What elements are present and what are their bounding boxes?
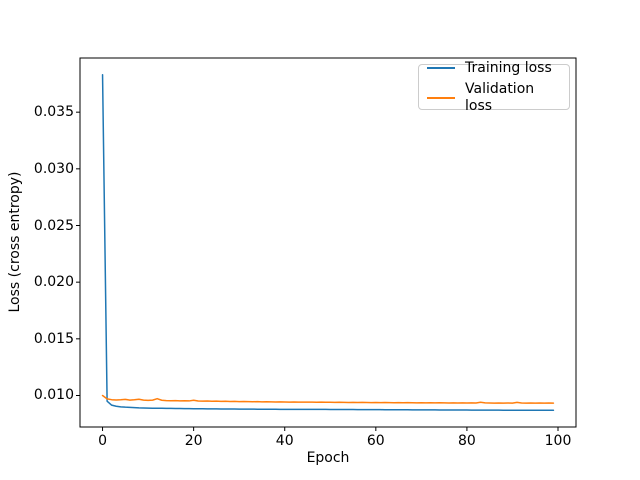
y-tick-label: 0.010: [33, 387, 74, 404]
legend: Training loss Validation loss: [418, 60, 570, 114]
y-axis-label: Loss (cross entropy): [7, 171, 23, 313]
training-loss-line: [101, 74, 555, 411]
y-tick-label: 0.025: [33, 217, 74, 234]
training-loss-line-swatch: [427, 67, 455, 69]
x-tick-label: 40: [275, 433, 294, 449]
legend-entry-validation-loss: Validation loss: [427, 81, 561, 115]
legend-label-validation-loss: Validation loss: [465, 80, 535, 114]
y-tick-label: 0.035: [33, 104, 74, 121]
x-tick-label: 100: [544, 433, 572, 449]
x-tick-label: 0: [98, 433, 107, 449]
x-axis-label: Epoch: [306, 450, 350, 466]
x-tick-label: 20: [184, 433, 203, 449]
y-tick-label: 0.015: [33, 330, 74, 347]
x-tick-label: 60: [366, 433, 385, 449]
y-tick-label: 0.030: [33, 160, 74, 177]
legend-entry-training-loss: Training loss: [427, 60, 561, 77]
x-tick-label: 80: [457, 433, 476, 449]
legend-label-training-loss: Training loss: [465, 59, 552, 76]
axes-frame: [79, 57, 577, 428]
y-tick-label: 0.020: [33, 274, 74, 291]
validation-loss-line-swatch: [427, 96, 455, 99]
validation-loss-line: [101, 394, 555, 404]
